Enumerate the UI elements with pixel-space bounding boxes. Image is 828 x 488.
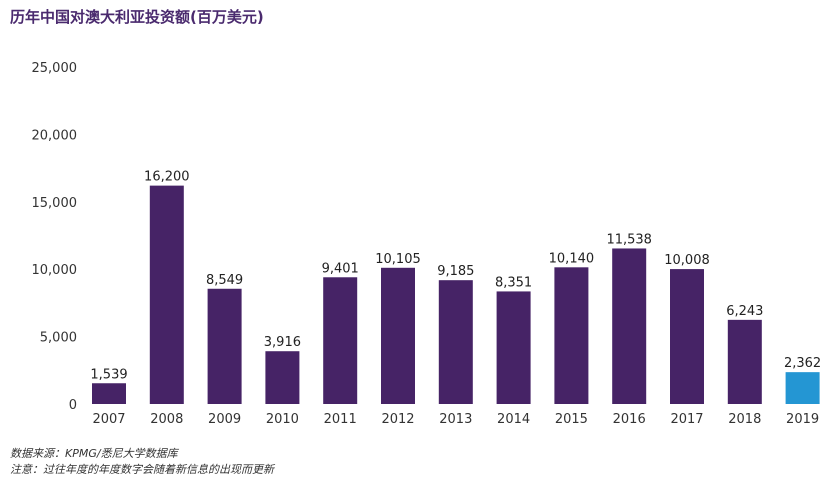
x-tick-label: 2015 <box>555 412 588 427</box>
bar <box>323 277 358 404</box>
bar-value-label: 6,243 <box>726 304 763 319</box>
bar-value-label: 10,008 <box>664 253 710 268</box>
bar <box>265 351 300 404</box>
bar-value-label: 8,351 <box>495 275 532 290</box>
bar-value-label: 9,401 <box>322 261 359 276</box>
x-tick-label: 2009 <box>208 412 241 427</box>
update-note: 注意：过往年度的年度数字会随着新信息的出现而更新 <box>10 463 274 476</box>
bar <box>381 267 415 404</box>
source-note: 数据来源：KPMG/悉尼大学数据库 <box>10 447 178 460</box>
x-tick-label: 2007 <box>92 412 125 427</box>
bar-value-label: 11,538 <box>606 232 652 247</box>
bar <box>670 269 704 404</box>
x-tick-label: 2017 <box>670 412 703 427</box>
x-axis: 2007 2008 2009 2010 2011 2012 2013 2014 2015 2016… <box>92 412 819 427</box>
y-tick-label: 15,000 <box>32 196 78 211</box>
y-axis: 0 5,000 10,000 15,000 20,000 25,000 <box>32 61 78 413</box>
x-tick-label: 2019 <box>786 412 819 427</box>
chart-footer: 数据来源：KPMG/悉尼大学数据库 注意：过往年度的年度数字会随着新信息的出现而… <box>10 446 274 478</box>
bar <box>92 383 126 404</box>
bar-value-labels: 1,539 16,200 8,549 3,916 9,401 10,105 9,185 8,3… <box>90 170 821 383</box>
bar-value-label: 10,105 <box>375 252 421 267</box>
y-tick-label: 25,000 <box>32 61 78 76</box>
x-tick-label: 2013 <box>439 412 472 427</box>
y-tick-label: 20,000 <box>32 128 78 143</box>
bar <box>727 319 762 404</box>
bar-value-label: 8,549 <box>206 273 243 288</box>
bars <box>92 185 820 404</box>
bar <box>207 288 242 404</box>
x-tick-label: 2011 <box>324 412 357 427</box>
bar <box>496 291 531 404</box>
y-tick-label: 5,000 <box>40 331 77 346</box>
bar <box>554 267 589 404</box>
x-tick-label: 2008 <box>150 412 183 427</box>
chart-title: 历年中国对澳大利亚投资额(百万美元) <box>10 8 264 26</box>
bar-value-label: 3,916 <box>264 335 301 350</box>
x-tick-label: 2016 <box>613 412 646 427</box>
bar-value-label: 2,362 <box>784 356 821 371</box>
y-tick-label: 10,000 <box>32 263 78 278</box>
bar-value-label: 9,185 <box>437 264 474 279</box>
y-tick-label: 0 <box>69 398 77 413</box>
x-tick-label: 2018 <box>728 412 761 427</box>
bar <box>785 372 820 404</box>
bar-value-label: 16,200 <box>144 170 190 185</box>
x-tick-label: 2014 <box>497 412 530 427</box>
bar <box>438 280 473 404</box>
x-tick-label: 2010 <box>266 412 299 427</box>
x-tick-label: 2012 <box>381 412 414 427</box>
bar-value-label: 1,539 <box>90 367 127 382</box>
bar <box>149 185 184 404</box>
bar-value-label: 10,140 <box>549 251 595 266</box>
bar <box>612 248 647 404</box>
